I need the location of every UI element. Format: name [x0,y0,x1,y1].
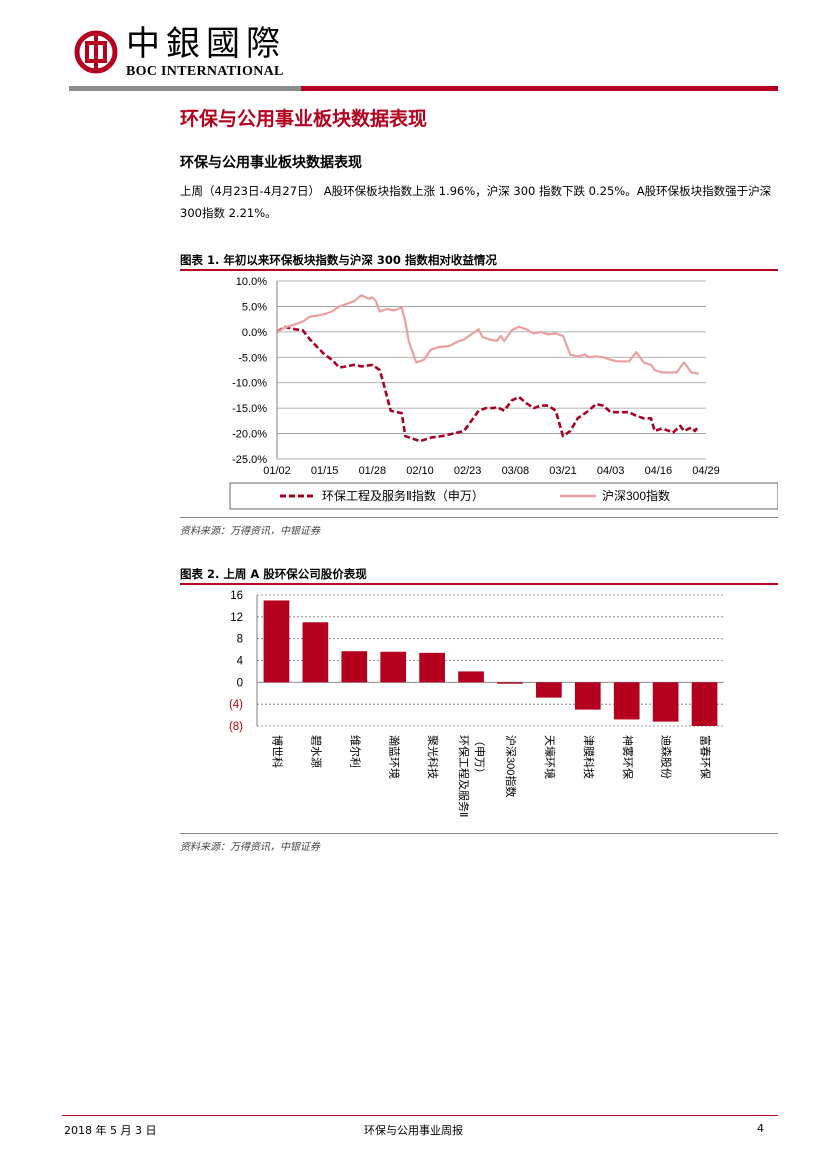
x-category-label: （申万） [473,735,486,779]
x-category-label: 聚光科技 [426,735,440,779]
footer-rule [62,1115,778,1116]
header-rule-grey [69,86,301,91]
figure1-top-rule [180,269,778,271]
figure2-bottom-rule [180,833,778,834]
bar [380,651,407,683]
y-tick-label: 5.0% [242,301,267,313]
x-tick-label: 03/08 [502,465,530,477]
x-category-label: 富春环保 [699,735,713,779]
x-category-label: 维尔利 [348,735,361,768]
bar [652,682,679,722]
bar [691,682,718,726]
y-tick-label: 8 [237,634,243,646]
bar [458,671,484,683]
y-axis-ticks: 16 12 8 4 0 (4) (8) [229,590,244,733]
logo-chinese-text: 中銀國際 [126,24,286,64]
y-tick-label: 10.0% [236,276,267,288]
logo-english-text: BOC INTERNATIONAL [126,64,284,79]
legend-label: 沪深300指数 [602,488,670,503]
bar [613,682,640,720]
figure1-title: 图表 1. 年初以来环保板块指数与沪深 300 指数相对收益情况 [180,253,497,267]
x-tick-label: 01/28 [359,465,387,477]
x-tick-label: 02/10 [406,465,434,477]
y-tick-label: -5.0% [238,352,267,364]
section-subtitle: 环保与公用事业板块数据表现 [180,155,362,171]
x-tick-label: 04/29 [692,465,720,477]
y-tick-label: 0 [237,677,243,689]
legend-box [229,482,778,510]
bars [263,600,718,726]
figure2-top-rule [180,583,778,585]
x-category-label: 天壕环境 [543,735,557,779]
bar [341,651,368,683]
x-tick-label: 04/16 [645,465,673,477]
footer-date: 2018 年 5 月 3 日 [64,1124,157,1137]
figure1-bottom-rule [180,517,778,518]
x-category-label: 沪深300指数 [504,735,518,797]
grid [276,280,706,460]
figure2-source: 资料来源：万得资讯，中银证券 [180,842,320,853]
x-axis-ticks: 博世科 碧水源 维尔利 瀚蓝环境 聚光科技 环保工程及服务Ⅱ （申万） 沪深300指数 天壕环境… [271,735,713,817]
summary-paragraph: 上周（4月23日-4月27日） A股环保板块指数上涨 1.96%，沪深 300 … [180,184,772,220]
bar [574,682,601,710]
x-category-label: 环保工程及服务Ⅱ [457,735,471,817]
y-tick-label: 0.0% [242,327,267,339]
footer-title: 环保与公用事业周报 [364,1124,463,1137]
bar [419,652,445,683]
y-tick-label: 4 [237,656,244,668]
y-tick-label: (8) [229,721,243,733]
figure2-bar-chart: 16 12 8 4 0 (4) (8) 博世科 碧水源 维尔利 瀚蓝环境 聚光科技 环保工程及服务Ⅱ （… [229,590,724,817]
bar [536,682,562,698]
series-line-2 [276,294,699,375]
boc-logo-icon [74,30,118,74]
x-category-label: 迪森股份 [660,735,674,779]
chart-legend: 环保工程及服务Ⅱ指数（申万） 沪深300指数 [229,482,778,510]
x-category-label: 瀚蓝环境 [387,735,401,779]
y-tick-label: (4) [229,699,243,711]
bar [302,622,329,683]
figure1-source: 资料来源：万得资讯，中银证券 [180,526,320,537]
y-tick-label: 16 [230,590,243,602]
section-title: 环保与公用事业板块数据表现 [180,108,428,130]
header-rule-red [301,86,778,91]
x-tick-label: 01/02 [263,465,291,477]
series-line-1 [276,325,700,443]
x-category-label: 神雾环保 [621,735,635,779]
y-tick-label: -25.0% [232,454,267,466]
figure1-line-chart: 10.0% 5.0% 0.0% -5.0% -10.0% -15.0% -20.0% -25.… [229,276,778,510]
figure2-title: 图表 2. 上周 A 股环保公司股价表现 [180,567,367,581]
grid [256,594,724,727]
x-tick-label: 02/23 [454,465,482,477]
page-number: 4 [757,1122,764,1135]
y-tick-label: -20.0% [232,429,267,441]
bar [263,600,290,683]
x-axis-ticks: 01/02 01/15 01/28 02/10 02/23 03/08 03/21 04/03… [263,465,720,477]
y-tick-label: -10.0% [232,378,267,390]
x-tick-label: 03/21 [549,465,577,477]
y-axis-ticks: 10.0% 5.0% 0.0% -5.0% -10.0% -15.0% -20.0% -25.… [232,276,267,466]
y-tick-label: 12 [230,612,243,624]
legend-label: 环保工程及服务Ⅱ指数（申万） [322,488,484,503]
x-category-label: 博世科 [271,735,285,768]
bar [497,682,523,684]
x-tick-label: 04/03 [597,465,625,477]
x-category-label: 碧水源 [309,735,323,768]
y-tick-label: -15.0% [232,403,267,415]
x-tick-label: 01/15 [311,465,339,477]
series-lines [276,294,700,443]
x-category-label: 津膜科技 [582,735,596,779]
